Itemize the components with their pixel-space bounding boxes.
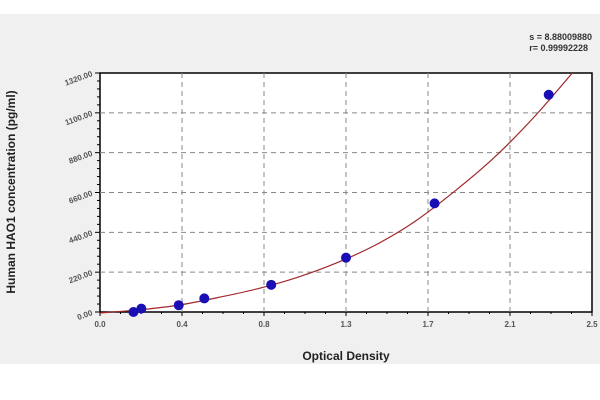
stat-s: s = 8.88009880	[529, 32, 592, 42]
y-tick-label: 1320.00	[63, 69, 94, 88]
data-point	[543, 89, 554, 100]
grid	[100, 73, 592, 312]
data-points	[128, 89, 554, 317]
y-ticks: 0.00 220.00 440.00 660.00 880.00 1100.00 1320.…	[63, 69, 100, 322]
y-tick-label: 0.00	[76, 308, 94, 322]
data-point	[128, 307, 139, 317]
x-ticks: 0.0 0.4 0.8 1.3 1.7 2.1 2.5	[94, 312, 598, 329]
y-tick-label: 880.00	[68, 149, 95, 166]
y-tick-label: 440.00	[68, 228, 95, 245]
x-tick-label: 1.7	[422, 320, 434, 329]
x-tick-label: 1.3	[340, 320, 352, 329]
data-point	[136, 303, 147, 314]
fit-statistics: s = 8.88009880 r= 0.99992228	[529, 32, 592, 54]
stat-r: r= 0.99992228	[529, 43, 588, 53]
y-tick-label: 1100.00	[64, 109, 94, 127]
x-tick-label: 0.4	[176, 320, 188, 329]
x-tick-label: 2.5	[586, 320, 598, 329]
y-axis-label: Human HAO1 concentration (pg/ml)	[4, 90, 18, 293]
data-point	[341, 252, 351, 263]
x-tick-label: 2.1	[504, 320, 516, 329]
data-point	[266, 279, 277, 290]
data-point	[199, 293, 210, 304]
x-tick-label: 0.0	[94, 320, 106, 329]
data-point	[173, 300, 184, 311]
y-tick-label: 660.00	[68, 189, 95, 206]
x-axis-label: Optical Density	[302, 349, 390, 363]
x-tick-label: 0.8	[258, 320, 270, 329]
data-point	[429, 198, 440, 209]
y-tick-label: 220.00	[68, 268, 95, 285]
